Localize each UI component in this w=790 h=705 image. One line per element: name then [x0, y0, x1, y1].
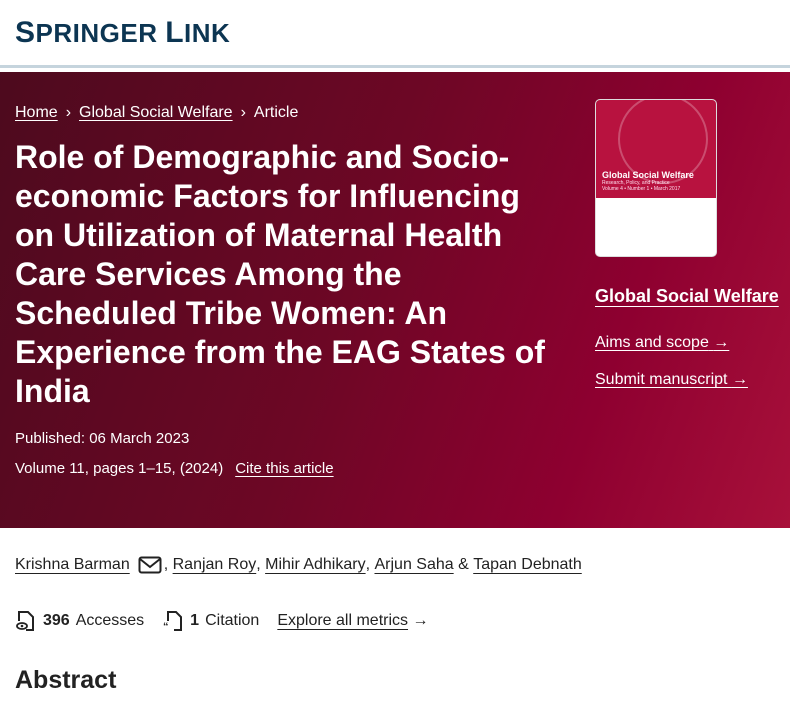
- submit-label: Submit manuscript: [595, 371, 728, 388]
- site-header: SPRINGER LINK: [0, 0, 790, 68]
- volume-text: Volume 11, pages 1–15, (2024): [15, 460, 224, 477]
- aims-label: Aims and scope: [595, 334, 709, 351]
- accesses-eye-icon: [16, 611, 34, 631]
- journal-link[interactable]: Global Social Welfare: [595, 286, 779, 306]
- email-icon[interactable]: [138, 556, 162, 574]
- cover-issue: Volume 4 • Number 1 • March 2017: [602, 186, 681, 192]
- arrow-right-icon: →: [713, 334, 730, 351]
- author-link[interactable]: Mihir Adhikary: [265, 556, 366, 573]
- springer-link-logo[interactable]: SPRINGER LINK: [15, 15, 231, 49]
- author-link[interactable]: Ranjan Roy: [172, 556, 257, 573]
- author-link[interactable]: Krishna Barman: [15, 556, 130, 573]
- breadcrumb-journal[interactable]: Global Social Welfare: [79, 104, 233, 121]
- submit-manuscript-link[interactable]: Submit manuscript →: [595, 371, 748, 389]
- globe-icon: [618, 100, 708, 184]
- breadcrumb-home[interactable]: Home: [15, 104, 58, 121]
- cover-subtitle: Research, Policy, and Practice: [602, 180, 670, 186]
- abstract-heading: Abstract: [15, 666, 117, 694]
- article-title: Role of Demographic and Socio-economic F…: [15, 139, 545, 409]
- arrow-right-icon: →: [731, 371, 748, 388]
- accesses-label: Accesses: [75, 612, 145, 629]
- arrow-right-icon: →: [412, 612, 429, 629]
- citation-icon: “: [163, 611, 183, 632]
- breadcrumb: Home › Global Social Welfare › Article: [15, 104, 298, 122]
- article-banner: Home › Global Social Welfare › Article R…: [0, 72, 790, 528]
- published-date: Published: 06 March 2023: [15, 430, 190, 447]
- volume-info: Volume 11, pages 1–15, (2024) Cite this a…: [15, 460, 334, 477]
- breadcrumb-current: Article: [253, 104, 299, 121]
- explore-label: Explore all metrics: [277, 612, 409, 629]
- chevron-right-icon: ›: [240, 104, 246, 121]
- author-list: Krishna Barman , Ranjan Roy, Mihir Adhik…: [15, 556, 582, 574]
- svg-text:“: “: [163, 621, 169, 632]
- cite-article-link[interactable]: Cite this article: [235, 460, 334, 477]
- article-metrics: 396 Accesses “ 1 Citation Explore all me…: [15, 610, 428, 632]
- aims-scope-link[interactable]: Aims and scope →: [595, 334, 729, 352]
- explore-metrics-link[interactable]: Explore all metrics →: [277, 612, 428, 630]
- citation-label: Citation: [205, 612, 260, 629]
- journal-cover-image[interactable]: Global Social Welfare Research, Policy, …: [595, 99, 717, 257]
- accesses-count: 396: [43, 612, 70, 629]
- citation-count: 1: [190, 612, 200, 629]
- chevron-right-icon: ›: [65, 104, 72, 121]
- author-link[interactable]: Arjun Saha: [374, 556, 454, 573]
- author-link[interactable]: Tapan Debnath: [473, 556, 582, 573]
